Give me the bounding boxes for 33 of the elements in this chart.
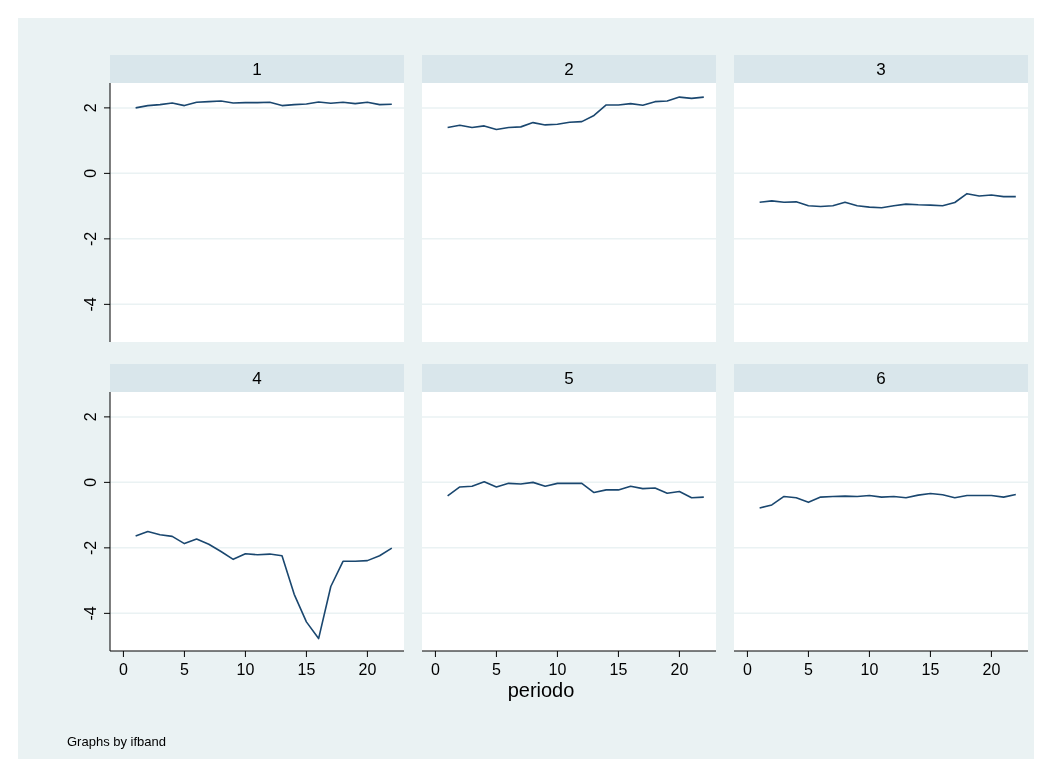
chart-title: 1 [252,60,262,79]
chart-title: 3 [876,60,886,79]
x-tick-label: 10 [236,661,255,678]
text: Graphs by ifband [67,734,167,749]
y-tick-label: -2 [82,231,99,246]
x-axis-title: periodo [507,679,575,701]
x-tick-label: 15 [921,661,940,678]
x-tick-label: 10 [548,661,567,678]
x-tick-label: 5 [179,661,189,678]
x-tick-label: 5 [491,661,501,678]
x-tick-label: 0 [430,661,440,678]
x-tick-label: 10 [860,661,879,678]
x-tick-label: 20 [670,661,689,678]
y-tick-label: -2 [82,540,99,555]
y-tick-label: 0 [82,168,99,178]
chart-title: 6 [876,369,886,388]
x-tick-label: 20 [358,661,377,678]
line-series [134,530,393,640]
x-tick-label: 5 [803,661,813,678]
y-tick-label: 0 [82,477,99,487]
line-series [134,100,393,109]
x-tick-label: 0 [742,661,752,678]
chart-title: 4 [252,369,262,388]
x-tick-label: 0 [118,661,128,678]
y-tick-label: 2 [82,412,99,422]
x-tick-label: 20 [982,661,1001,678]
x-tick-label: 15 [609,661,628,678]
x-tick-label: 15 [297,661,316,678]
y-tick-label: 2 [82,103,99,113]
y-tick-label: -4 [82,606,99,621]
y-tick-label: -4 [82,297,99,312]
chart-title: 5 [564,369,574,388]
chart-title: 2 [564,60,574,79]
